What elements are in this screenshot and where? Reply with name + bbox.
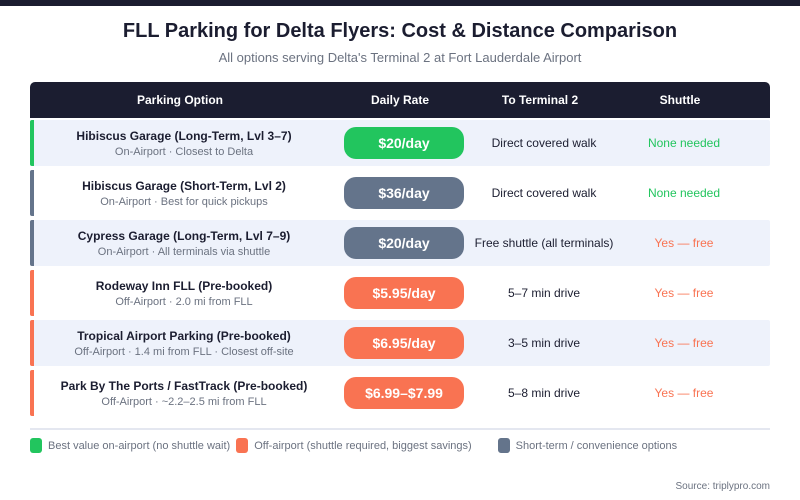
terminal-cell: 5–7 min drive (474, 284, 614, 302)
shuttle-info: Yes — free (654, 286, 714, 300)
terminal-cell: Direct covered walk (474, 134, 614, 152)
parking-option-cell: Rodeway Inn FLL (Pre-booked) Off-Airport… (34, 279, 334, 308)
parking-option-cell: Hibiscus Garage (Short-Term, Lvl 2) On-A… (34, 179, 334, 208)
daily-rate-cell: $5.95/day (334, 277, 474, 309)
option-details: On-Airport · Best for quick pickups (100, 195, 268, 208)
shuttle-cell: None needed (614, 184, 754, 202)
option-name: Hibiscus Garage (Short-Term, Lvl 2) (82, 178, 286, 193)
daily-rate-cell: $20/day (334, 127, 474, 159)
header-daily-rate: Daily Rate (370, 93, 430, 107)
table-row: Rodeway Inn FLL (Pre-booked) Off-Airport… (30, 270, 770, 316)
daily-rate-cell: $20/day (334, 227, 474, 259)
option-details: On-Airport · Closest to Delta (114, 145, 254, 158)
legend-label: Off-airport (shuttle required, biggest s… (254, 439, 472, 452)
page-subtitle: All options serving Delta's Terminal 2 a… (218, 50, 582, 65)
parking-option-cell: Cypress Garage (Long-Term, Lvl 7–9) On-A… (34, 229, 334, 258)
option-name: Rodeway Inn FLL (Pre-booked) (95, 278, 273, 293)
legend-item: Off-airport (shuttle required, biggest s… (236, 438, 472, 453)
shuttle-info: Yes — free (654, 236, 714, 250)
page-title: FLL Parking for Delta Flyers: Cost & Dis… (122, 20, 678, 42)
rate-badge: $36/day (344, 177, 464, 209)
terminal-access: Free shuttle (all terminals) (474, 236, 614, 250)
shuttle-info: None needed (647, 136, 721, 150)
daily-rate-cell: $36/day (334, 177, 474, 209)
shuttle-info: Yes — free (654, 386, 714, 400)
divider (30, 428, 770, 430)
option-details: On-Airport · All terminals via shuttle (97, 245, 271, 258)
rate-badge: $5.95/day (344, 277, 464, 309)
terminal-access: 5–7 min drive (507, 286, 581, 300)
comparison-table: Parking Option Daily Rate To Terminal 2 … (30, 82, 770, 416)
terminal-access: Direct covered walk (491, 136, 597, 150)
rate-badge: $20/day (344, 127, 464, 159)
table-header: Parking Option Daily Rate To Terminal 2 … (30, 82, 770, 118)
header-shuttle: Shuttle (659, 93, 701, 107)
option-name: Cypress Garage (Long-Term, Lvl 7–9) (77, 228, 291, 243)
daily-rate-cell: $6.95/day (334, 327, 474, 359)
table-row: Cypress Garage (Long-Term, Lvl 7–9) On-A… (30, 220, 770, 266)
legend-item: Short-term / convenience options (497, 438, 678, 453)
shuttle-cell: Yes — free (614, 284, 754, 302)
option-details: Off-Airport · 1.4 mi from FLL · Closest … (74, 345, 294, 358)
header-parking-option: Parking Option (136, 93, 223, 107)
table-row: Hibiscus Garage (Short-Term, Lvl 2) On-A… (30, 170, 770, 216)
parking-option-cell: Tropical Airport Parking (Pre-booked) Of… (34, 329, 334, 358)
header-to-terminal: To Terminal 2 (501, 93, 579, 107)
option-details: Off-Airport · 2.0 mi from FLL (115, 295, 253, 308)
terminal-access: 3–5 min drive (507, 336, 581, 350)
shuttle-info: Yes — free (654, 336, 714, 350)
terminal-access: 5–8 min drive (507, 386, 581, 400)
legend-item: Best value on-airport (no shuttle wait) (30, 438, 230, 453)
terminal-cell: 5–8 min drive (474, 384, 614, 402)
shuttle-cell: None needed (614, 134, 754, 152)
rate-badge: $20/day (344, 227, 464, 259)
option-name: Hibiscus Garage (Long-Term, Lvl 3–7) (76, 128, 292, 143)
option-name: Tropical Airport Parking (Pre-booked) (77, 328, 291, 343)
terminal-cell: Free shuttle (all terminals) (474, 234, 614, 252)
top-bar (0, 0, 800, 6)
legend-swatch (236, 438, 249, 453)
option-details: Off-Airport · ~2.2–2.5 mi from FLL (101, 395, 267, 408)
terminal-cell: 3–5 min drive (474, 334, 614, 352)
daily-rate-cell: $6.99–$7.99 (334, 377, 474, 409)
option-name: Park By The Ports / FastTrack (Pre-booke… (60, 378, 308, 393)
terminal-cell: Direct covered walk (474, 184, 614, 202)
table-row: Hibiscus Garage (Long-Term, Lvl 3–7) On-… (30, 120, 770, 166)
table-row: Park By The Ports / FastTrack (Pre-booke… (30, 370, 770, 416)
source-note: Source: triplypro.com (675, 481, 770, 492)
terminal-access: Direct covered walk (491, 186, 597, 200)
legend: Best value on-airport (no shuttle wait) O… (30, 438, 683, 453)
shuttle-info: None needed (647, 186, 721, 200)
shuttle-cell: Yes — free (614, 384, 754, 402)
parking-option-cell: Park By The Ports / FastTrack (Pre-booke… (34, 379, 334, 408)
rate-badge: $6.95/day (344, 327, 464, 359)
rate-badge: $6.99–$7.99 (344, 377, 464, 409)
parking-option-cell: Hibiscus Garage (Long-Term, Lvl 3–7) On-… (34, 129, 334, 158)
shuttle-cell: Yes — free (614, 234, 754, 252)
legend-label: Best value on-airport (no shuttle wait) (48, 439, 231, 452)
table-row: Tropical Airport Parking (Pre-booked) Of… (30, 320, 770, 366)
legend-swatch (497, 438, 510, 453)
legend-label: Short-term / convenience options (515, 439, 678, 452)
legend-swatch (30, 438, 42, 453)
shuttle-cell: Yes — free (614, 334, 754, 352)
